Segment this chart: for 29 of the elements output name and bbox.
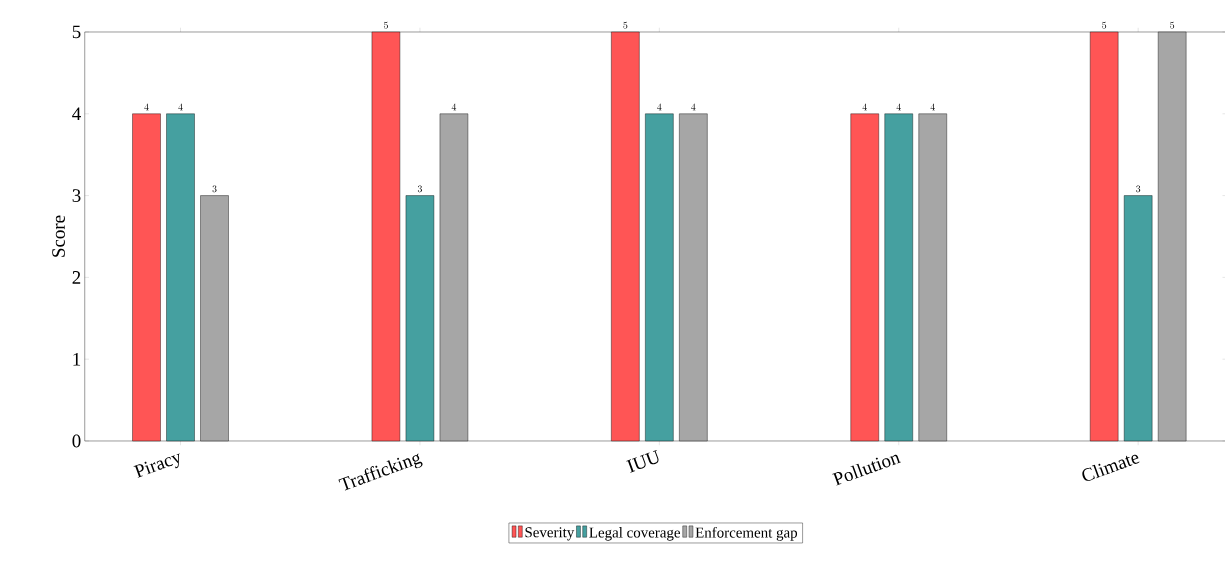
x-tick-label: Climate [1082,454,1140,481]
data-label: 4 [691,103,696,111]
legend-label: Legal coverage [589,527,681,541]
legend-label: Severity [525,527,575,541]
y-tick-label: 5 [72,25,81,39]
data-label: 3 [212,185,217,193]
data-label: 4 [930,103,935,111]
x-tick-label: Piracy [133,453,180,478]
y-tick-label: 2 [72,271,81,284]
data-label: 3 [1136,185,1141,193]
data-label: 4 [657,103,662,111]
data-label: 5 [623,21,628,29]
y-tick-label: 4 [72,107,81,121]
data-label: 4 [451,103,457,111]
data-label: 4 [178,103,183,111]
y-tick-label: 3 [72,189,81,202]
data-label: 5 [383,21,388,29]
data-label: 3 [417,185,422,193]
data-label: 4 [896,103,901,111]
data-label: 4 [862,103,867,111]
data-label: 5 [1102,21,1107,29]
x-tick-label: IUU [626,449,659,473]
data-label: 5 [1170,21,1175,29]
x-tick-label: Pollution [832,454,901,486]
y-tick-label: 0 [72,434,81,448]
data-label: 4 [144,103,149,111]
y-tick-label: 1 [73,352,81,366]
y-axis-title: Score [52,215,65,257]
legend-label: Enforcement gap [695,526,798,541]
